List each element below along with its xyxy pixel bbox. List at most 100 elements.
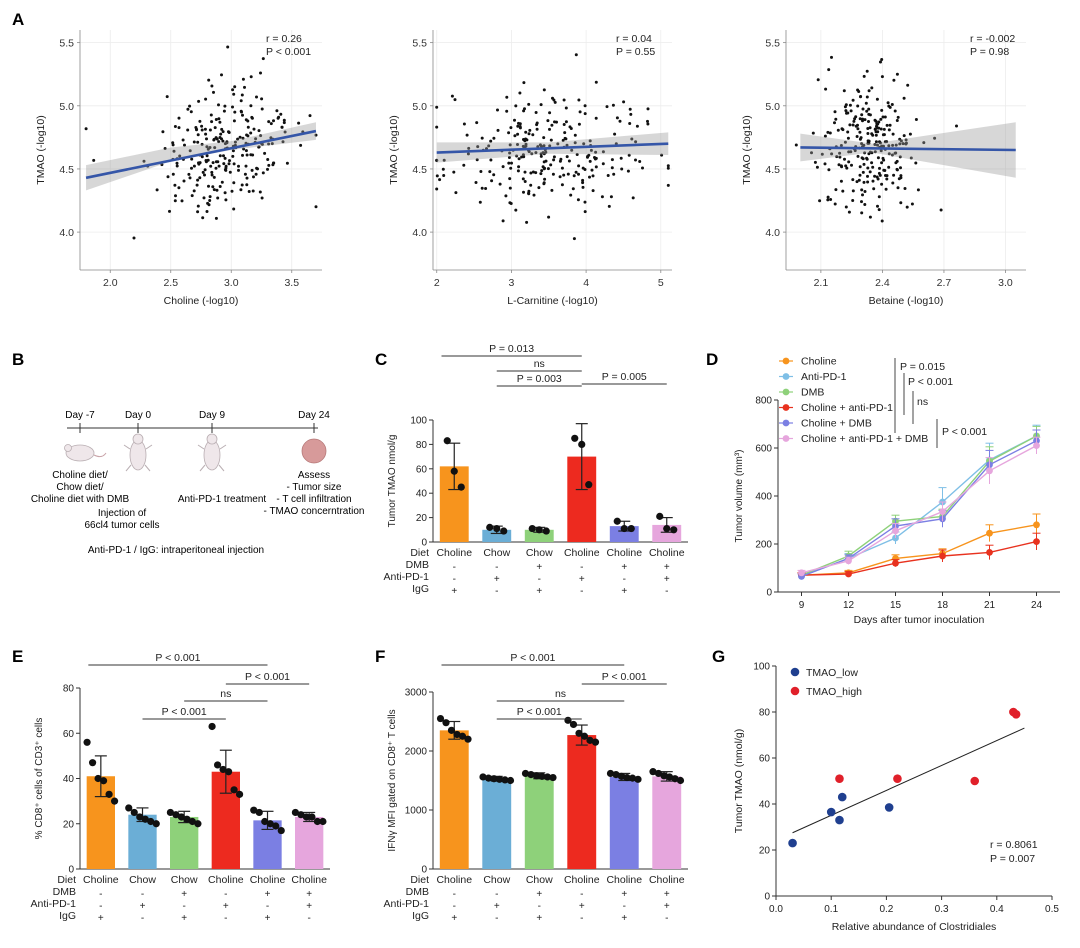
- scatter-point: [200, 128, 204, 132]
- x-tick-label: 3: [509, 277, 515, 289]
- treatment-mark: -: [453, 901, 456, 912]
- scatter-point: [215, 188, 219, 192]
- scatter-point: [541, 165, 545, 169]
- scatter-point: [872, 187, 876, 191]
- x-tick-label: 0.5: [1045, 904, 1059, 915]
- scatter-point: [190, 194, 194, 198]
- scatter-point: [833, 121, 836, 125]
- scatter-point: [882, 158, 886, 162]
- data-dot: [486, 523, 494, 531]
- scatter-point: [548, 111, 552, 115]
- scatter-point: [222, 162, 226, 166]
- data-dot: [297, 811, 305, 819]
- scatter-point: [259, 134, 263, 138]
- diet-text: Choline diet/: [52, 470, 108, 481]
- scatter-point: [165, 95, 169, 99]
- scatter-point: [906, 83, 910, 87]
- legend-marker: [782, 435, 790, 442]
- scatter-point: [551, 172, 555, 176]
- scatter-point: [886, 101, 890, 105]
- data-dot: [623, 773, 631, 782]
- scatter-point: [882, 168, 886, 172]
- category-label: Chow: [129, 874, 156, 886]
- scatter-point: [868, 215, 872, 219]
- x-axis-label: Choline (-log10): [164, 295, 239, 307]
- x-tick-label: 3.5: [284, 277, 299, 289]
- stat-p: P < 0.001: [266, 46, 311, 58]
- scatter-point: [880, 219, 884, 223]
- stat-r: r = 0.8061: [990, 839, 1038, 851]
- data-dot: [649, 768, 657, 776]
- scatter-point: [858, 173, 862, 177]
- scatter-point: [275, 109, 279, 113]
- legend-marker: [782, 419, 790, 427]
- scatter-point: [873, 143, 877, 146]
- footnote: Anti-PD-1 / IgG: intraperitoneal injecti…: [88, 545, 264, 556]
- scatter-point: [211, 185, 215, 189]
- row-label: IgG: [412, 583, 429, 595]
- scatter-point: [516, 143, 519, 146]
- x-tick-label: 4: [583, 277, 589, 289]
- scatter-point: [516, 132, 520, 136]
- data-dot: [436, 714, 445, 723]
- scatter-point: [851, 199, 855, 202]
- scatter-point: [507, 156, 511, 159]
- scatter-point: [508, 177, 512, 181]
- scatter-point: [863, 151, 867, 155]
- scatter-point: [231, 88, 235, 92]
- mouse-supine-icon: [123, 433, 153, 472]
- panel-letter-d: D: [706, 350, 718, 369]
- scatter-point: [842, 89, 846, 93]
- scatter-point: [861, 170, 865, 174]
- treatment-mark: -: [623, 574, 626, 585]
- y-tick-label: 800: [755, 396, 772, 407]
- scatter-point: [442, 174, 446, 177]
- scatter-point: [627, 153, 631, 157]
- data-dot: [569, 720, 578, 729]
- confidence-band: [86, 122, 316, 191]
- data-dot: [676, 776, 685, 785]
- y-tick-label: 4.5: [59, 164, 74, 176]
- scatter-point: [885, 177, 889, 181]
- sig-label: P = 0.013: [489, 343, 534, 355]
- scatter-point: [218, 120, 222, 124]
- scatter-point: [518, 91, 522, 95]
- scatter-point: [922, 141, 926, 145]
- scatter-point: [205, 210, 209, 213]
- scatter-point: [848, 103, 852, 107]
- data-dot: [670, 526, 678, 534]
- scatter-point: [884, 187, 888, 191]
- sig-label: ns: [555, 688, 566, 700]
- scatter-point: [465, 133, 469, 137]
- scatter-point: [220, 180, 224, 184]
- scatter-point: [220, 73, 223, 77]
- treatment-mark: -: [580, 562, 583, 573]
- scatter-point: [249, 131, 253, 135]
- y-tick-label: 0: [421, 865, 427, 876]
- y-tick-label: 0: [421, 538, 427, 549]
- scatter-point: [903, 187, 907, 190]
- scatter-point: [634, 140, 638, 144]
- x-axis-label: L-Carnitine (-log10): [507, 295, 597, 307]
- scatter-point: [492, 173, 496, 177]
- scatter-point: [513, 118, 516, 122]
- series-point: [939, 508, 946, 515]
- scatter-point: [860, 211, 864, 215]
- x-tick-label: 2.1: [814, 277, 829, 289]
- data-point: [837, 792, 847, 802]
- scatter-point: [207, 203, 211, 207]
- scatter-point: [939, 208, 943, 212]
- scatter-point: [880, 58, 884, 61]
- scatter-point: [272, 161, 276, 165]
- scatter-point: [484, 187, 488, 190]
- treatment-mark: -: [495, 562, 498, 573]
- data-dot: [105, 790, 113, 798]
- legend-label: TMAO_high: [806, 686, 862, 698]
- panel-letter-a: A: [12, 10, 24, 29]
- scatter-point: [618, 119, 622, 123]
- scatter-point: [217, 103, 220, 107]
- tumor-icon: [301, 438, 327, 464]
- scatter-point: [462, 122, 466, 126]
- scatter-point: [480, 186, 484, 190]
- y-tick-label: 40: [63, 774, 75, 785]
